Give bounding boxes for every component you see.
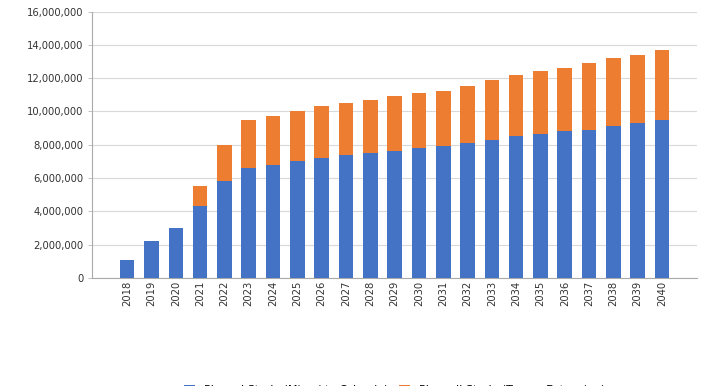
Bar <box>144 241 159 278</box>
Legend: Phase I Study (Miami to Orlando), Phase II Study (Tampa Extension): Phase I Study (Miami to Orlando), Phase … <box>183 385 606 386</box>
Bar <box>485 140 499 278</box>
Bar <box>655 50 669 120</box>
Bar <box>193 207 208 278</box>
Bar <box>412 93 426 148</box>
Bar <box>533 134 547 278</box>
Bar <box>436 91 451 146</box>
Bar <box>314 158 329 278</box>
Bar <box>387 96 402 151</box>
Bar <box>509 75 523 136</box>
Bar <box>631 55 645 123</box>
Bar <box>363 100 378 153</box>
Bar <box>533 71 547 134</box>
Bar <box>338 103 353 155</box>
Bar <box>120 260 134 278</box>
Bar <box>363 153 378 278</box>
Bar <box>436 146 451 278</box>
Bar <box>631 123 645 278</box>
Bar <box>266 165 280 278</box>
Bar <box>290 161 304 278</box>
Bar <box>217 181 232 278</box>
Bar <box>290 112 304 161</box>
Bar <box>606 127 621 278</box>
Bar <box>485 80 499 140</box>
Bar <box>338 155 353 278</box>
Bar <box>557 68 572 131</box>
Bar <box>412 148 426 278</box>
Bar <box>557 131 572 278</box>
Bar <box>266 117 280 165</box>
Bar <box>582 63 597 130</box>
Bar <box>582 130 597 278</box>
Bar <box>606 58 621 127</box>
Bar <box>193 186 208 207</box>
Bar <box>655 120 669 278</box>
Bar <box>509 136 523 278</box>
Bar <box>314 107 329 158</box>
Bar <box>242 168 256 278</box>
Bar <box>217 145 232 181</box>
Bar <box>460 143 475 278</box>
Bar <box>460 86 475 143</box>
Bar <box>169 228 183 278</box>
Bar <box>242 120 256 168</box>
Bar <box>387 151 402 278</box>
